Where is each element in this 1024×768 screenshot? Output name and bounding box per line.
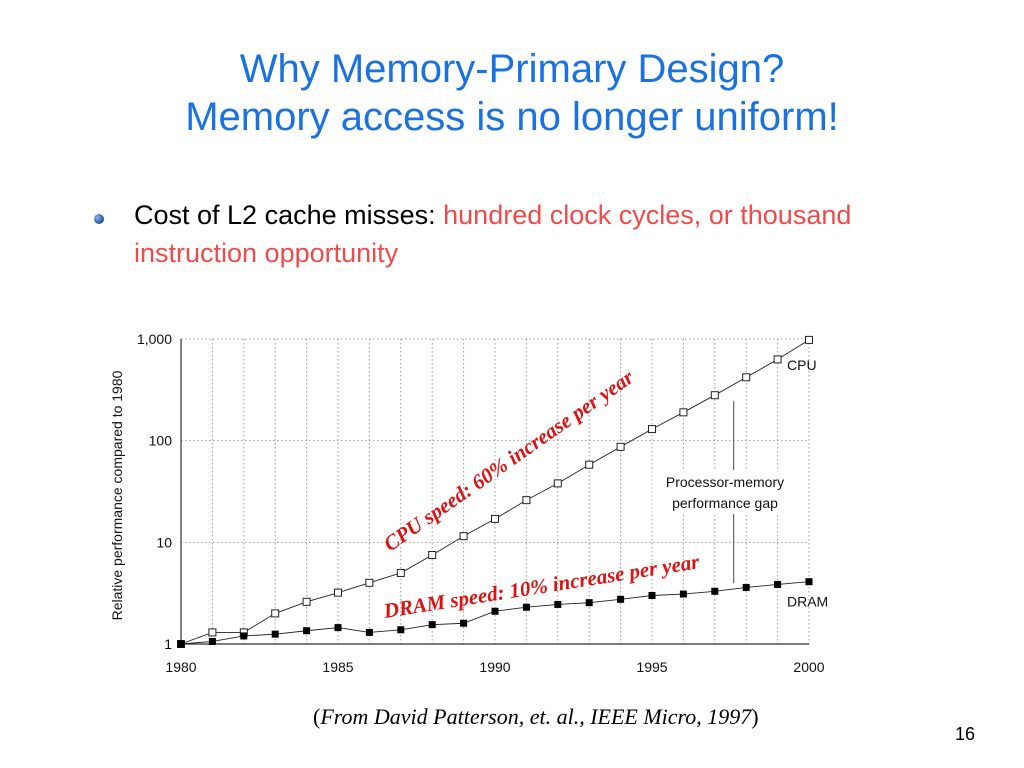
dram-point <box>554 600 562 608</box>
dram-point <box>271 630 279 638</box>
dram-point <box>711 587 719 595</box>
cpu-point <box>428 551 437 560</box>
dram-point <box>522 603 530 611</box>
dram-point <box>491 607 499 615</box>
bullet-text: Cost of L2 cache misses: hundred clock c… <box>134 196 914 272</box>
y-tick-label: 1,000 <box>137 331 172 347</box>
source-citation: (From David Patterson, et. al., IEEE Mic… <box>313 704 759 730</box>
dram-point <box>397 626 405 634</box>
cpu-point <box>522 496 531 505</box>
y-tick-label: 100 <box>149 433 173 449</box>
y-tick-label: 1 <box>164 636 172 652</box>
cpu-point <box>742 373 751 382</box>
cpu-point <box>334 588 342 597</box>
cpu-speed-annotation: CPU speed: 60% increase per year <box>379 364 639 556</box>
dram-point <box>428 621 436 629</box>
cpu-point <box>459 532 468 541</box>
dram-point <box>585 599 593 607</box>
cpu-point <box>679 408 688 417</box>
dram-point <box>648 591 656 599</box>
cpu-point <box>773 355 782 364</box>
cpu-point <box>648 425 656 434</box>
slide-title: Why Memory-Primary Design? Memory access… <box>0 45 1024 141</box>
y-axis-label: Relative performance compared to 1980 <box>109 370 125 620</box>
dram-point <box>208 637 216 645</box>
cpu-point <box>585 460 594 469</box>
cpu-point <box>491 514 499 523</box>
dram-point <box>617 595 625 603</box>
dram-point <box>679 590 687 598</box>
x-tick-label: 1980 <box>165 659 196 675</box>
cpu-point <box>271 609 280 618</box>
dram-point <box>365 628 373 636</box>
cpu-point <box>710 391 719 400</box>
cpu-point <box>805 335 813 344</box>
title-line-1: Why Memory-Primary Design? <box>239 47 785 91</box>
dram-speed-annotation: DRAM speed: 10% increase per year <box>381 549 702 623</box>
dram-point <box>742 583 750 591</box>
gap-label-line-1: Processor-memory <box>666 474 784 490</box>
gap-label-background <box>652 470 798 514</box>
y-tick-label: 10 <box>156 534 172 550</box>
x-tick-label: 1990 <box>479 659 510 675</box>
dram-point <box>774 580 782 588</box>
source-text: From David Patterson, et. al., IEEE Micr… <box>320 704 752 729</box>
source-open-paren: ( <box>313 704 321 729</box>
cpu-point <box>396 568 405 577</box>
x-tick-label: 1995 <box>636 659 667 675</box>
bullet-prefix: Cost of L2 cache misses: <box>134 200 444 230</box>
series-label-dram: DRAM <box>787 594 828 610</box>
title-line-2: Memory access is no longer uniform! <box>185 95 839 139</box>
dram-point <box>303 627 311 635</box>
bullet-dot-icon <box>94 214 104 224</box>
dram-point <box>240 632 248 640</box>
cpu-point <box>365 578 374 587</box>
x-tick-label: 1985 <box>322 659 353 675</box>
cpu-point <box>302 597 311 606</box>
page-number: 16 <box>955 724 976 744</box>
dram-point <box>460 619 468 627</box>
x-tick-label: 2000 <box>793 659 824 675</box>
dram-point <box>334 624 342 632</box>
gap-label-line-2: performance gap <box>672 495 778 511</box>
bullet-highlight: hundred clock cycles, or thousand instru… <box>134 200 852 268</box>
cpu-point <box>553 479 562 488</box>
cpu-point <box>616 442 625 451</box>
source-close-paren: ) <box>751 704 759 729</box>
dram-point <box>177 640 185 648</box>
cpu-point <box>208 628 217 637</box>
series-label-cpu: CPU <box>787 357 817 373</box>
dram-point <box>805 578 813 586</box>
